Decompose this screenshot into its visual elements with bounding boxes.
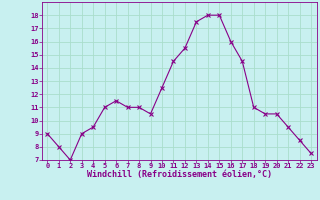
X-axis label: Windchill (Refroidissement éolien,°C): Windchill (Refroidissement éolien,°C) xyxy=(87,170,272,179)
